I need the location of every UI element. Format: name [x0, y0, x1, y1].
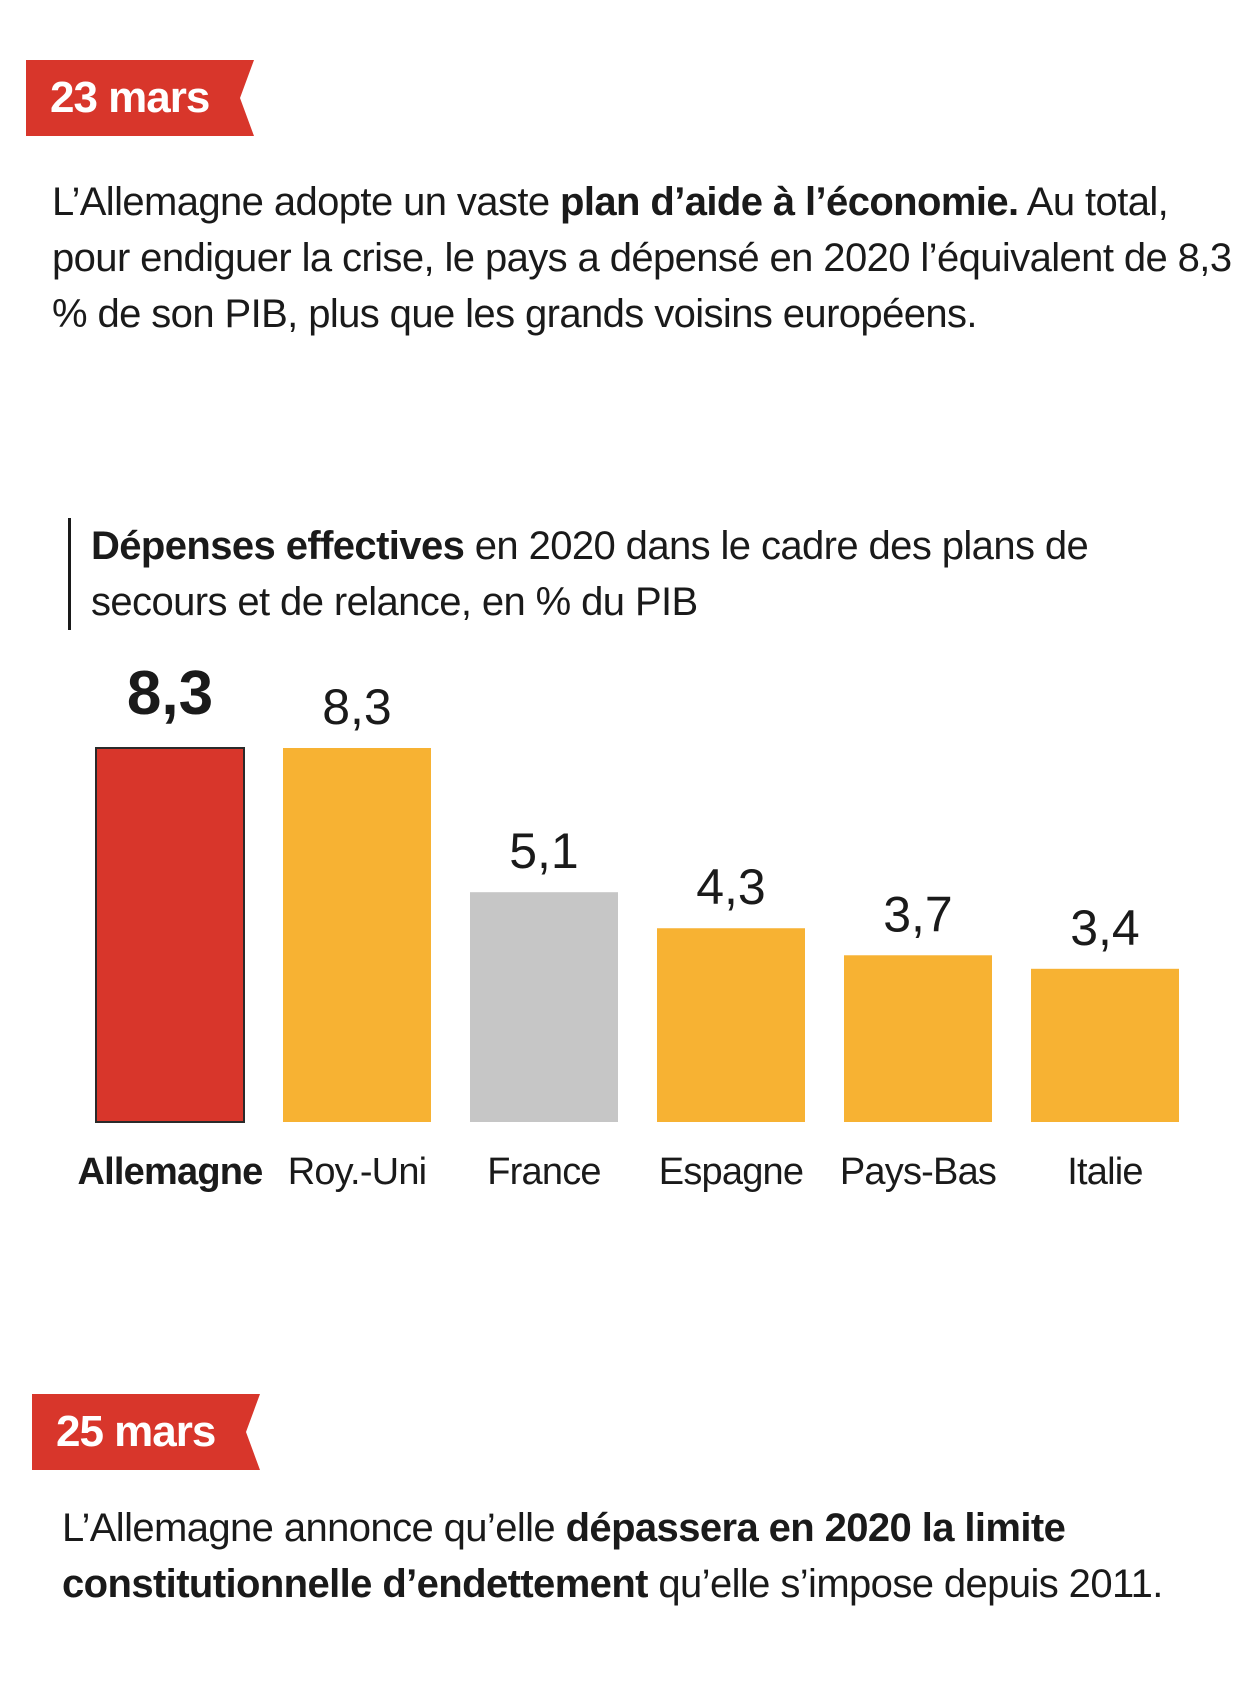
- value-label: 8,3: [127, 659, 213, 728]
- chart-title: Dépenses effectives en 2020 dans le cadr…: [68, 518, 1231, 630]
- bar-allemagne: [95, 747, 245, 1123]
- value-label: 4,3: [696, 859, 766, 915]
- para2-text-bold: dépassera en 2020 la limite constitution…: [62, 1506, 1066, 1606]
- date-tag-25-mars: 25 mars: [32, 1394, 260, 1470]
- value-label: 5,1: [509, 823, 579, 879]
- value-label: 3,7: [883, 886, 953, 942]
- category-label: France: [487, 1151, 600, 1193]
- para1-text-after: Au total, pour endiguer la crise, le pay…: [52, 180, 1232, 336]
- value-label: 8,3: [322, 679, 392, 735]
- bar-pays-bas: [844, 955, 992, 1122]
- para1-text-bold: plan d’aide à l’économie.: [560, 180, 1019, 224]
- category-label: Italie: [1067, 1151, 1142, 1193]
- bar-roy-uni: [283, 748, 431, 1122]
- bar-italie: [1031, 968, 1179, 1122]
- category-label: Pays-Bas: [840, 1151, 996, 1193]
- para1-text-before: L’Allemagne adopte un vaste: [52, 180, 561, 224]
- bar-france: [470, 892, 618, 1122]
- value-label: 3,4: [1070, 900, 1140, 956]
- bar-espagne: [657, 928, 805, 1122]
- event-paragraph-23-mars: L’Allemagne adopte un vaste plan d’aide …: [52, 174, 1232, 342]
- para2-text-after: qu’elle s’impose depuis 2011.: [647, 1562, 1163, 1606]
- category-label: Roy.-Uni: [288, 1151, 427, 1193]
- category-label: Espagne: [659, 1151, 803, 1193]
- date-tag-23-mars: 23 mars: [26, 60, 254, 136]
- bar-chart: 8,3 Allemagne 8,3 Roy.-Uni 5,1 France 4,3 Espag…: [78, 659, 1179, 1193]
- event-paragraph-25-mars: L’Allemagne annonce qu’elle dépassera en…: [62, 1500, 1222, 1612]
- chart-title-bold: Dépenses effectives: [91, 524, 465, 568]
- category-label: Allemagne: [78, 1151, 263, 1193]
- para2-text-before: L’Allemagne annonce qu’elle: [62, 1506, 566, 1550]
- chart-title-rest: en 2020 dans le cadre des plans de secou…: [91, 524, 1089, 624]
